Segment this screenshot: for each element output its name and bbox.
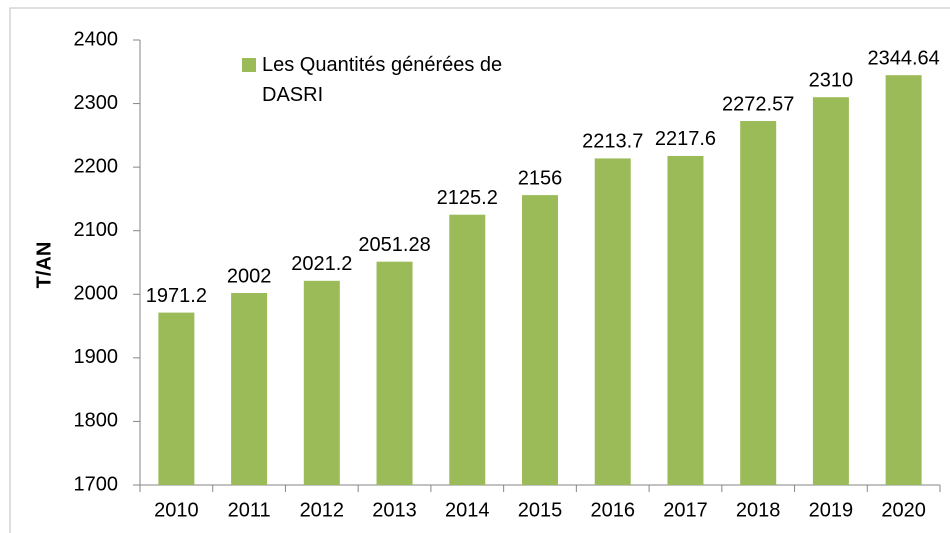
data-label: 2125.2 <box>437 187 498 209</box>
data-label: 2272.57 <box>722 93 794 115</box>
y-tick-label: 2400 <box>74 28 119 50</box>
bar <box>303 280 340 485</box>
x-tick-label: 2019 <box>809 499 854 521</box>
bar <box>231 293 268 485</box>
bar <box>885 75 922 485</box>
y-axis-title: T/AN <box>33 242 55 289</box>
bar <box>158 312 195 485</box>
legend-swatch <box>242 58 256 72</box>
x-tick-label: 2018 <box>736 499 781 521</box>
y-tick-label: 1800 <box>74 410 119 432</box>
data-label: 2310 <box>809 69 854 91</box>
x-tick-label: 2015 <box>518 499 563 521</box>
bar <box>740 121 777 486</box>
x-tick-label: 2011 <box>228 499 271 521</box>
bar <box>812 97 849 485</box>
data-label: 2021.2 <box>291 253 352 275</box>
bar <box>594 158 631 485</box>
data-label: 2051.28 <box>358 234 430 256</box>
data-label: 2213.7 <box>582 131 643 153</box>
x-tick-label: 2017 <box>663 499 708 521</box>
x-tick-label: 2016 <box>590 499 635 521</box>
x-tick-label: 2012 <box>300 499 345 521</box>
y-tick-label: 2200 <box>74 155 119 177</box>
y-tick-label: 2000 <box>74 283 119 305</box>
bar <box>522 195 558 485</box>
data-label: 2156 <box>518 167 563 189</box>
data-label: 2344.64 <box>867 47 939 69</box>
legend-label: Les Quantités générées de DASRI <box>262 54 503 106</box>
x-tick-label: 2014 <box>445 499 490 521</box>
x-tick-label: 2013 <box>372 499 417 521</box>
data-label: 2217.6 <box>655 128 716 150</box>
y-tick-label: 1700 <box>74 473 119 495</box>
y-tick-label: 2300 <box>74 92 119 114</box>
x-tick-label: 2020 <box>881 499 926 521</box>
bar <box>667 155 704 485</box>
y-tick-label: 2100 <box>74 219 119 241</box>
x-tick-label: 2010 <box>154 499 199 521</box>
bar <box>449 214 486 486</box>
data-label: 2002 <box>227 265 272 287</box>
legend: Les Quantités générées de DASRI <box>238 50 508 110</box>
bar <box>376 261 413 485</box>
data-label: 1971.2 <box>146 285 207 307</box>
y-tick-label: 1900 <box>74 346 119 368</box>
chart-frame <box>9 7 950 533</box>
